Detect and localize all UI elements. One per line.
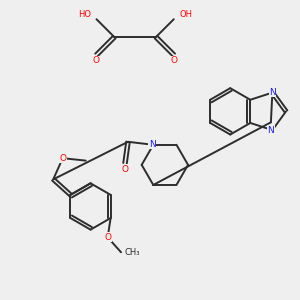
Text: O: O xyxy=(122,165,128,174)
Text: N: N xyxy=(269,88,276,97)
Text: HO: HO xyxy=(78,10,91,19)
Text: O: O xyxy=(93,56,100,65)
Text: OH: OH xyxy=(179,10,192,19)
Text: CH₃: CH₃ xyxy=(124,248,140,257)
Text: O: O xyxy=(60,154,67,163)
Text: O: O xyxy=(170,56,177,65)
Text: N: N xyxy=(268,126,274,135)
Text: O: O xyxy=(105,233,112,242)
Text: N: N xyxy=(149,140,155,149)
